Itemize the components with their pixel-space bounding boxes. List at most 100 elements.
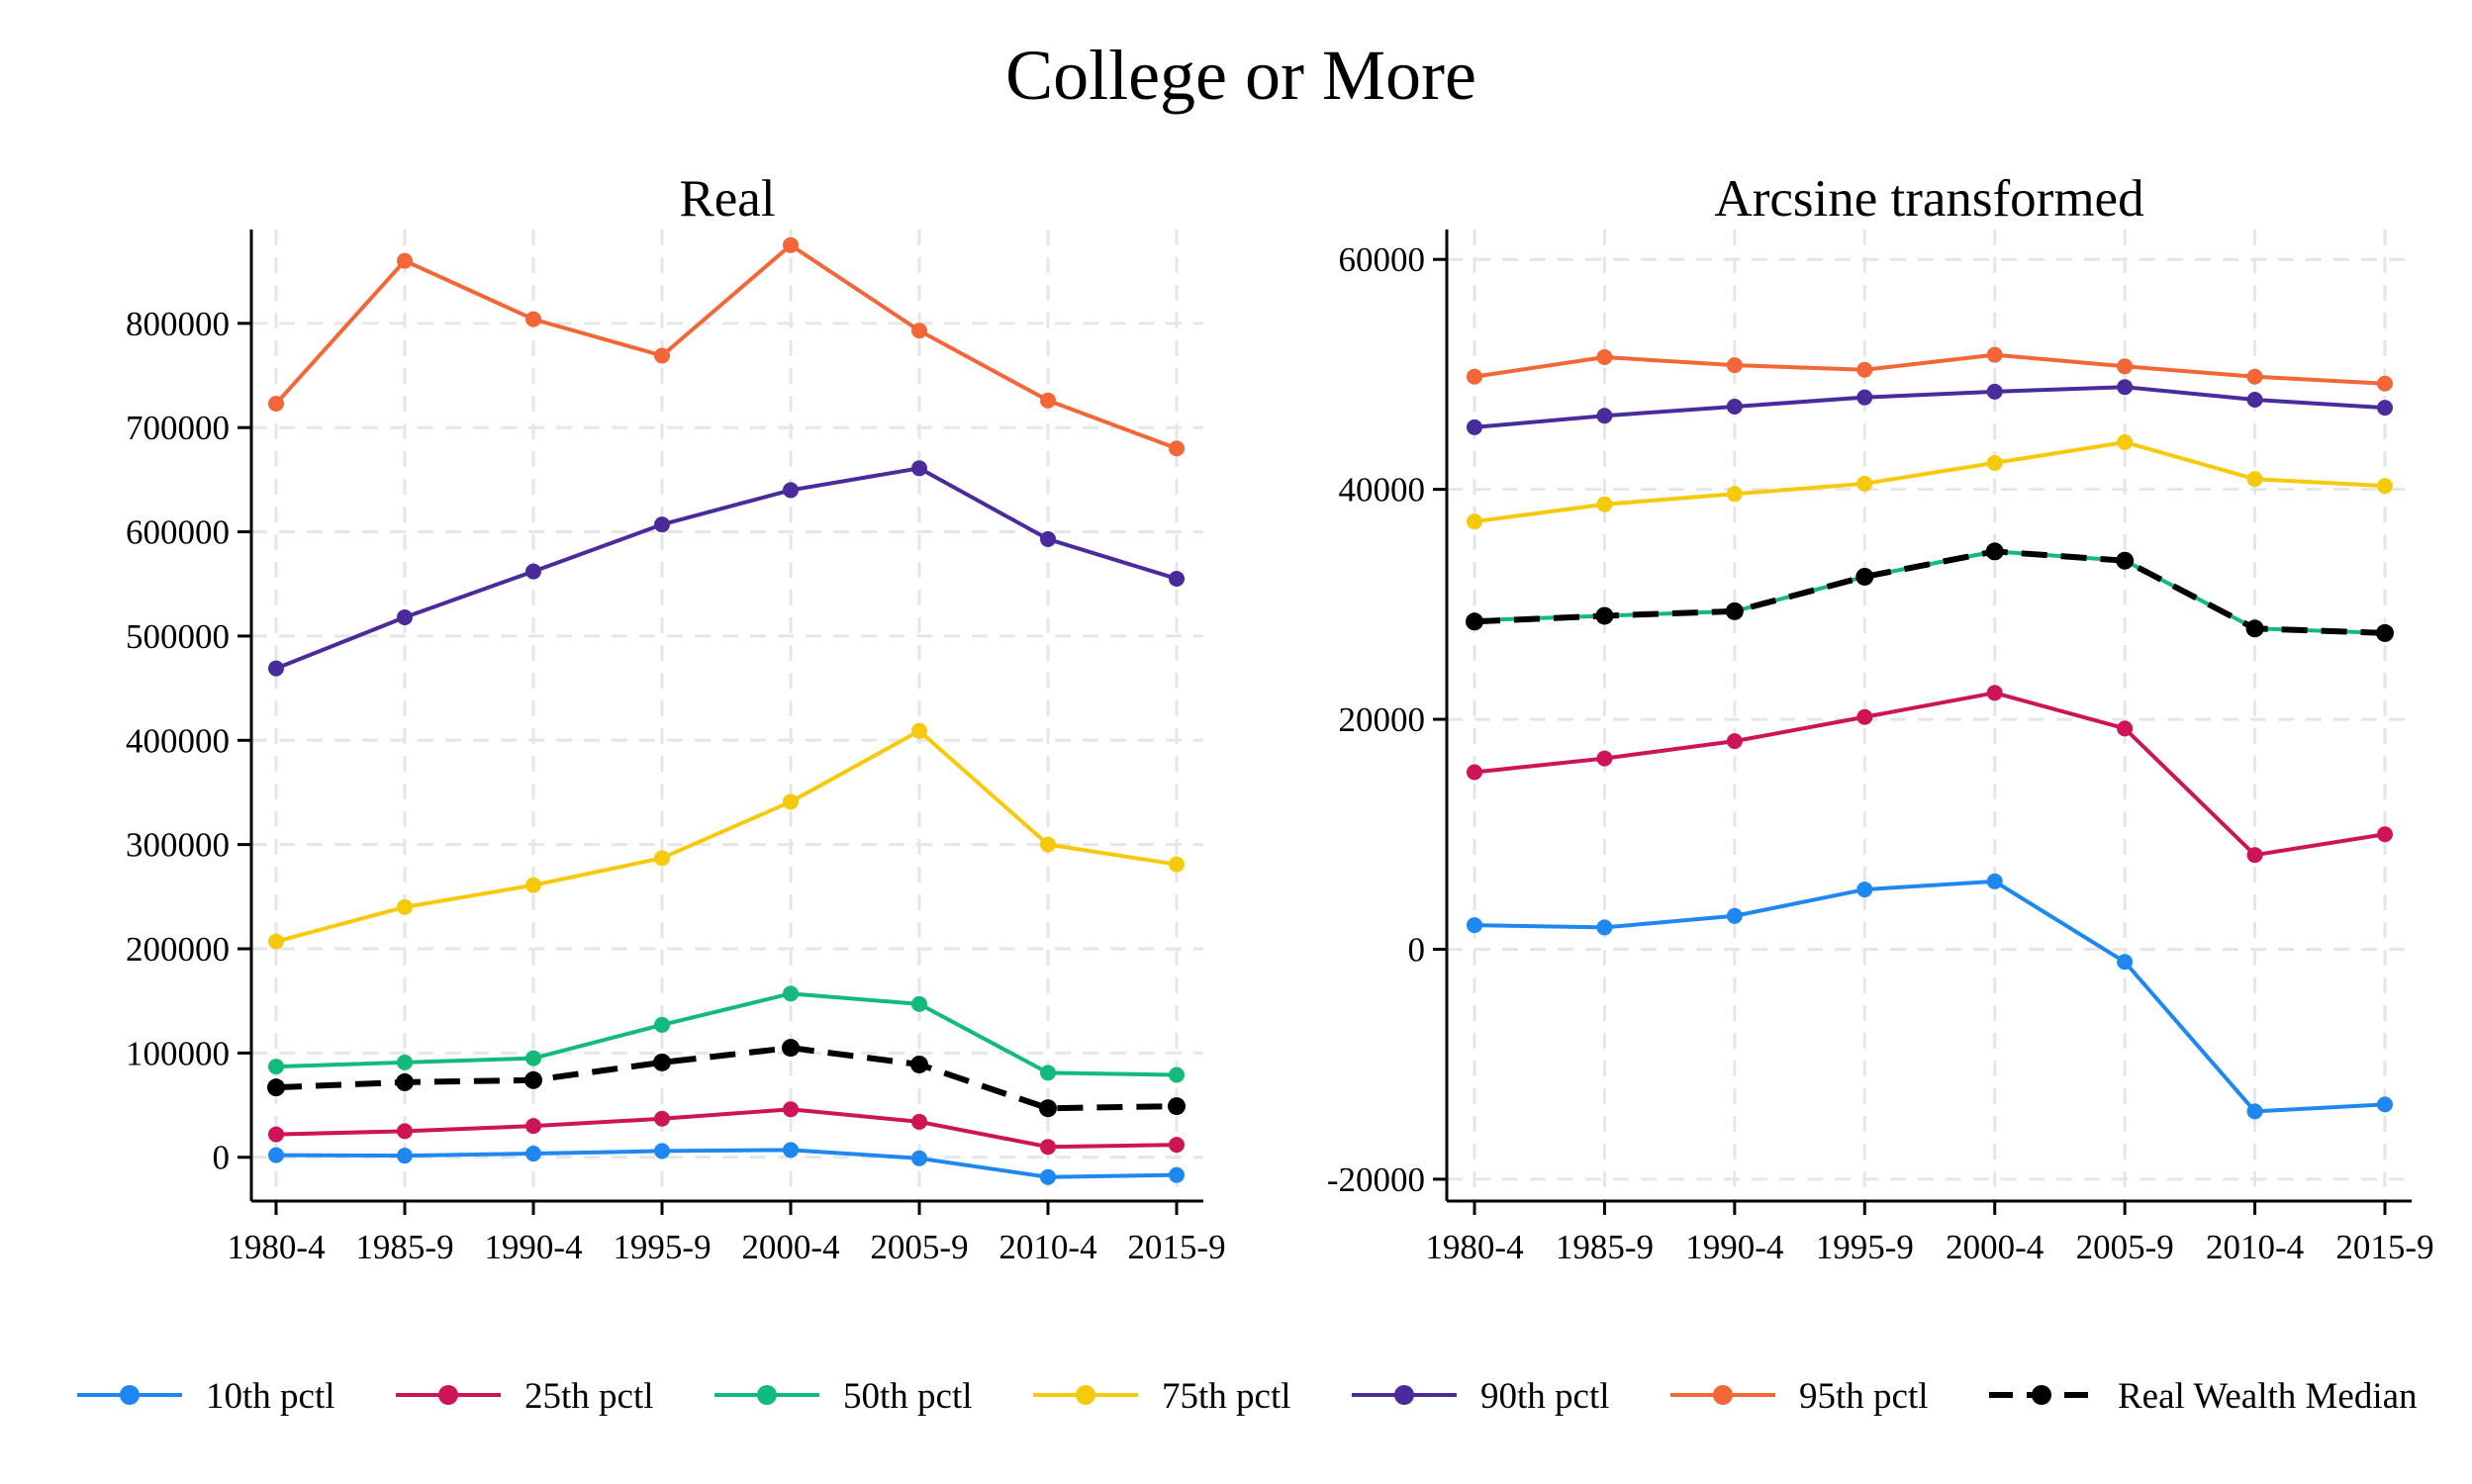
series-line xyxy=(1474,691,2386,858)
data-point xyxy=(267,1078,285,1097)
y-tick-label: 100000 xyxy=(126,1034,230,1072)
legend-label: 95th pctl xyxy=(1799,1376,1929,1417)
data-point xyxy=(1986,454,2003,471)
data-point xyxy=(654,1143,670,1159)
data-point xyxy=(1986,383,2003,400)
x-tick-label: 2010-4 xyxy=(998,1228,1096,1266)
data-point xyxy=(1856,475,1873,492)
data-point xyxy=(783,236,799,253)
data-point xyxy=(1467,418,1482,435)
series-90th-pctl xyxy=(268,460,1185,677)
data-point xyxy=(1040,1065,1056,1081)
data-point xyxy=(268,1059,284,1075)
series-real-wealth-median xyxy=(267,1039,1186,1118)
x-tick-label: 1980-4 xyxy=(227,1228,325,1266)
legend-label: 25th pctl xyxy=(524,1376,654,1417)
data-point xyxy=(1169,570,1185,587)
legend-swatch-marker xyxy=(1394,1385,1414,1405)
data-point xyxy=(268,1147,284,1163)
data-point xyxy=(1169,1137,1185,1154)
legend-swatch-marker xyxy=(438,1385,458,1405)
data-point xyxy=(1169,1067,1185,1083)
data-point xyxy=(1169,1166,1185,1183)
data-point xyxy=(1596,919,1613,936)
data-point xyxy=(911,1113,927,1130)
data-point xyxy=(2377,375,2393,392)
data-point xyxy=(268,395,284,412)
legend-item: 50th pctl xyxy=(714,1376,973,1417)
data-point xyxy=(783,985,799,1002)
data-point xyxy=(268,660,284,677)
data-point xyxy=(1726,398,1743,415)
data-point xyxy=(1856,389,1873,406)
y-tick-label: 400000 xyxy=(126,721,230,760)
gridlines xyxy=(1447,230,2412,1201)
data-point xyxy=(396,1072,414,1091)
x-tick-label: 2015-9 xyxy=(2335,1228,2433,1266)
data-point xyxy=(2246,368,2263,385)
data-point xyxy=(525,1146,541,1162)
figure-title: College or More xyxy=(1005,36,1476,115)
legend-label: 90th pctl xyxy=(1480,1376,1610,1417)
series-line xyxy=(1474,385,2386,429)
series-25th-pctl xyxy=(268,1101,1185,1156)
legend-swatch-marker xyxy=(120,1385,140,1405)
data-point xyxy=(1596,408,1613,424)
data-point xyxy=(911,323,927,339)
data-point xyxy=(1856,361,1873,378)
data-point xyxy=(1986,685,2003,701)
y-tick-label: 600000 xyxy=(126,513,230,552)
y-tick-label: 300000 xyxy=(126,826,230,865)
data-point xyxy=(525,311,541,327)
data-point xyxy=(1855,567,1874,586)
series-line xyxy=(275,466,1178,671)
series-25th-pctl xyxy=(1467,685,2393,864)
data-point xyxy=(1169,440,1185,457)
data-point xyxy=(654,850,670,867)
legend-swatch-marker xyxy=(757,1385,777,1405)
series-line xyxy=(1474,352,2386,386)
data-point xyxy=(910,1055,928,1073)
legend-swatch-marker xyxy=(1076,1385,1095,1405)
data-point xyxy=(783,1142,799,1159)
series-90th-pctl xyxy=(1467,379,2393,435)
data-point xyxy=(1595,606,1614,625)
panel-0: Real 0 100000 200000 300000 400000 500000 60000… xyxy=(126,170,1226,1266)
data-point xyxy=(1467,513,1482,530)
series-line xyxy=(274,242,1178,451)
series-line xyxy=(1474,439,2386,524)
series-line xyxy=(275,991,1178,1077)
data-point xyxy=(397,252,413,269)
data-point xyxy=(911,995,927,1012)
y-tick-label: 60000 xyxy=(1339,240,1426,279)
series-real-wealth-median xyxy=(1466,542,2394,642)
data-point xyxy=(2117,433,2134,450)
data-point xyxy=(1040,836,1056,853)
y-tick-label: 40000 xyxy=(1339,471,1426,510)
y-tick-label: 700000 xyxy=(126,409,230,447)
data-point xyxy=(2245,619,2264,638)
x-tick-label: 1980-4 xyxy=(1425,1228,1523,1266)
series-10th-pctl xyxy=(268,1142,1185,1185)
data-point xyxy=(1596,348,1613,365)
data-point xyxy=(1596,496,1613,512)
data-point xyxy=(1040,530,1056,547)
data-point xyxy=(1726,357,1743,374)
legend-swatch-marker xyxy=(1713,1385,1733,1405)
data-point xyxy=(1466,612,1483,631)
data-point xyxy=(1726,733,1743,750)
data-point xyxy=(2117,358,2134,375)
y-tick-label: 0 xyxy=(1408,930,1426,969)
data-point xyxy=(1168,1097,1186,1116)
data-point xyxy=(2377,1096,2393,1113)
data-point xyxy=(911,1150,927,1166)
x-tick-label: 2005-9 xyxy=(2076,1228,2174,1266)
series-line xyxy=(275,728,1178,944)
data-point xyxy=(1725,602,1744,620)
series-75th-pctl xyxy=(268,722,1185,950)
y-tick-label: -20000 xyxy=(1327,1160,1425,1199)
data-point xyxy=(1856,708,1873,725)
panel-title: Arcsine transformed xyxy=(1714,170,2143,228)
legend-item: 25th pctl xyxy=(396,1376,654,1417)
